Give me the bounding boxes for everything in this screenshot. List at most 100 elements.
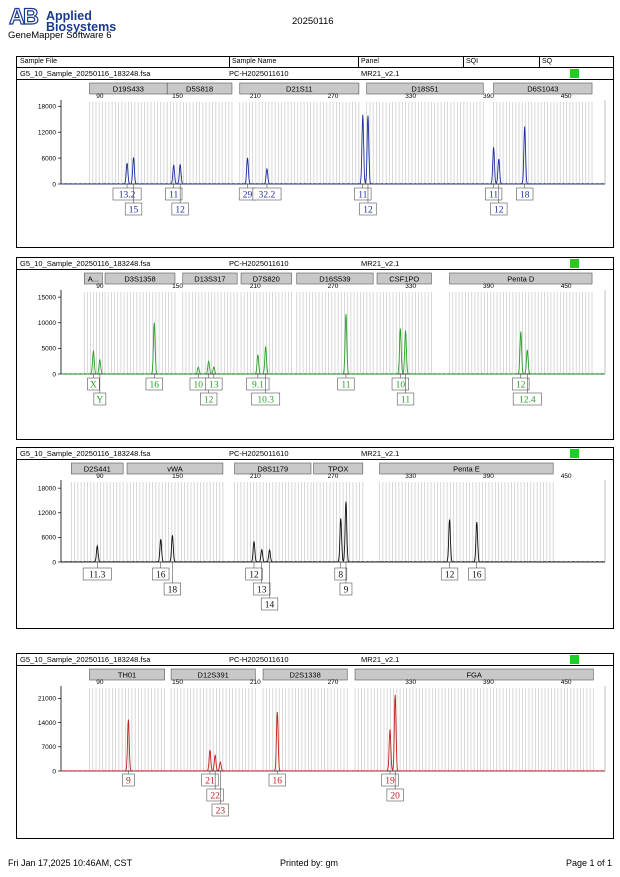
col-sqi: SQI <box>466 58 479 65</box>
electropherogram-panel-red: G5_10_Sample_20250116_183248.fsa PC-H202… <box>16 653 614 839</box>
marker-box-d3s1358 <box>104 272 176 285</box>
x-tick-label: 330 <box>405 473 416 480</box>
allele-label: 15 <box>129 206 139 216</box>
software-name: GeneMapper Software 6 <box>8 30 112 41</box>
marker-box-vwa <box>126 462 224 475</box>
marker-box-th01 <box>89 668 165 681</box>
allele-box <box>391 377 409 391</box>
y-tick-label: 0 <box>52 371 56 378</box>
allele-box <box>334 567 348 581</box>
marker-label: D13S317 <box>194 274 225 283</box>
x-tick-label: 90 <box>96 93 104 100</box>
allele-box <box>339 582 353 596</box>
allele-box <box>200 392 218 406</box>
col-sq: SQ <box>542 58 553 65</box>
allele-label: 12 <box>445 571 455 581</box>
allele-box <box>205 377 223 391</box>
allele-box <box>359 202 377 216</box>
allele-box <box>251 392 281 406</box>
allele-box <box>512 392 542 406</box>
marker-label: vWA <box>167 464 183 473</box>
allele-label: 16 <box>273 777 283 787</box>
allele-label: 20 <box>390 792 400 802</box>
marker-box-d6s1043 <box>493 82 593 95</box>
allele-box <box>206 788 224 802</box>
marker-label: D12S391 <box>198 670 229 679</box>
panel-panel-name: MR21_v2.1 <box>361 449 400 458</box>
panel-sample-file: G5_10_Sample_20250116_183248.fsa <box>20 449 151 458</box>
y-tick-label: 6000 <box>42 535 57 542</box>
allele-box <box>512 377 530 391</box>
marker-label: D5S818 <box>186 84 213 93</box>
panel-info-row: G5_10_Sample_20250116_183248.fsa PC-H202… <box>17 448 613 460</box>
allele-label: 12 <box>204 396 214 406</box>
allele-box <box>440 567 459 581</box>
panel-sample-name: PC-H2025011610 <box>229 655 289 664</box>
allele-label: 11 <box>169 191 178 201</box>
allele-label: 11 <box>489 191 498 201</box>
allele-label: 10 <box>194 381 204 391</box>
report-date: 20250116 <box>292 16 334 27</box>
allele-label: 23 <box>216 807 226 817</box>
allele-label: 18 <box>168 586 178 596</box>
allele-label: 9 <box>344 586 349 596</box>
marker-label: D6S1043 <box>527 84 558 93</box>
allele-box <box>245 567 263 581</box>
allele-box <box>381 773 399 787</box>
x-tick-label: 390 <box>483 679 494 686</box>
panel-sample-file: G5_10_Sample_20250116_183248.fsa <box>20 259 151 268</box>
allele-box <box>145 377 163 391</box>
col-sample-name: Sample Name <box>232 58 277 65</box>
allele-box <box>163 582 181 596</box>
marker-label: D8S1179 <box>257 464 288 473</box>
allele-label: 11.3 <box>89 571 106 581</box>
allele-label: 12.4 <box>519 396 536 406</box>
allele-label: 18 <box>520 191 530 201</box>
marker-label: D2S441 <box>84 464 111 473</box>
x-tick-label: 390 <box>483 283 494 290</box>
x-tick-label: 270 <box>328 679 339 686</box>
y-tick-label: 14000 <box>38 720 56 727</box>
panel-info-row: G5_10_Sample_20250116_183248.fsa PC-H202… <box>17 68 613 80</box>
y-tick-label: 0 <box>52 181 56 188</box>
panel-sample-file: G5_10_Sample_20250116_183248.fsa <box>20 69 151 78</box>
x-tick-label: 210 <box>250 93 261 100</box>
allele-box <box>201 773 219 787</box>
allele-label: 13.2 <box>119 191 136 201</box>
applied-biosystems-logo: A B Applied Biosystems <box>8 4 118 34</box>
x-tick-label: 270 <box>328 93 339 100</box>
marker-box-d2s441 <box>71 462 124 475</box>
y-tick-label: 0 <box>52 559 56 566</box>
allele-box <box>516 187 534 201</box>
allele-box <box>82 567 112 581</box>
allele-label: 11 <box>358 191 367 201</box>
allele-box <box>252 187 282 201</box>
electropherogram-panel-black: G5_10_Sample_20250116_183248.fsa PC-H202… <box>16 447 614 629</box>
allele-label: 16 <box>156 571 166 581</box>
y-tick-label: 12000 <box>38 130 56 137</box>
panel-sample-file: G5_10_Sample_20250116_183248.fsa <box>20 655 151 664</box>
trace-black <box>61 501 605 563</box>
allele-box <box>268 773 286 787</box>
marker-box-tpox <box>313 462 364 475</box>
panel-sample-name: PC-H2025011610 <box>229 449 289 458</box>
brand-line-1: Applied <box>46 9 92 23</box>
x-tick-label: 330 <box>405 283 416 290</box>
allele-label: 22 <box>210 792 220 802</box>
svg-text:A: A <box>9 4 25 28</box>
allele-box <box>152 567 170 581</box>
marker-label: Penta E <box>453 464 480 473</box>
panel-info-row: G5_10_Sample_20250116_183248.fsa PC-H202… <box>17 258 613 270</box>
x-tick-label: 210 <box>250 283 261 290</box>
marker-box-csf1po <box>376 272 432 285</box>
marker-box-d2s1338 <box>262 668 348 681</box>
marker-box-d8s1179 <box>234 462 312 475</box>
allele-label: 12 <box>249 571 259 581</box>
svg-text:B: B <box>23 4 39 28</box>
y-tick-label: 10000 <box>38 320 56 327</box>
x-tick-label: 270 <box>328 473 339 480</box>
x-tick-label: 150 <box>172 283 183 290</box>
allele-box <box>468 567 486 581</box>
brand-line-2: Biosystems <box>46 20 117 34</box>
allele-label: 12 <box>516 381 526 391</box>
